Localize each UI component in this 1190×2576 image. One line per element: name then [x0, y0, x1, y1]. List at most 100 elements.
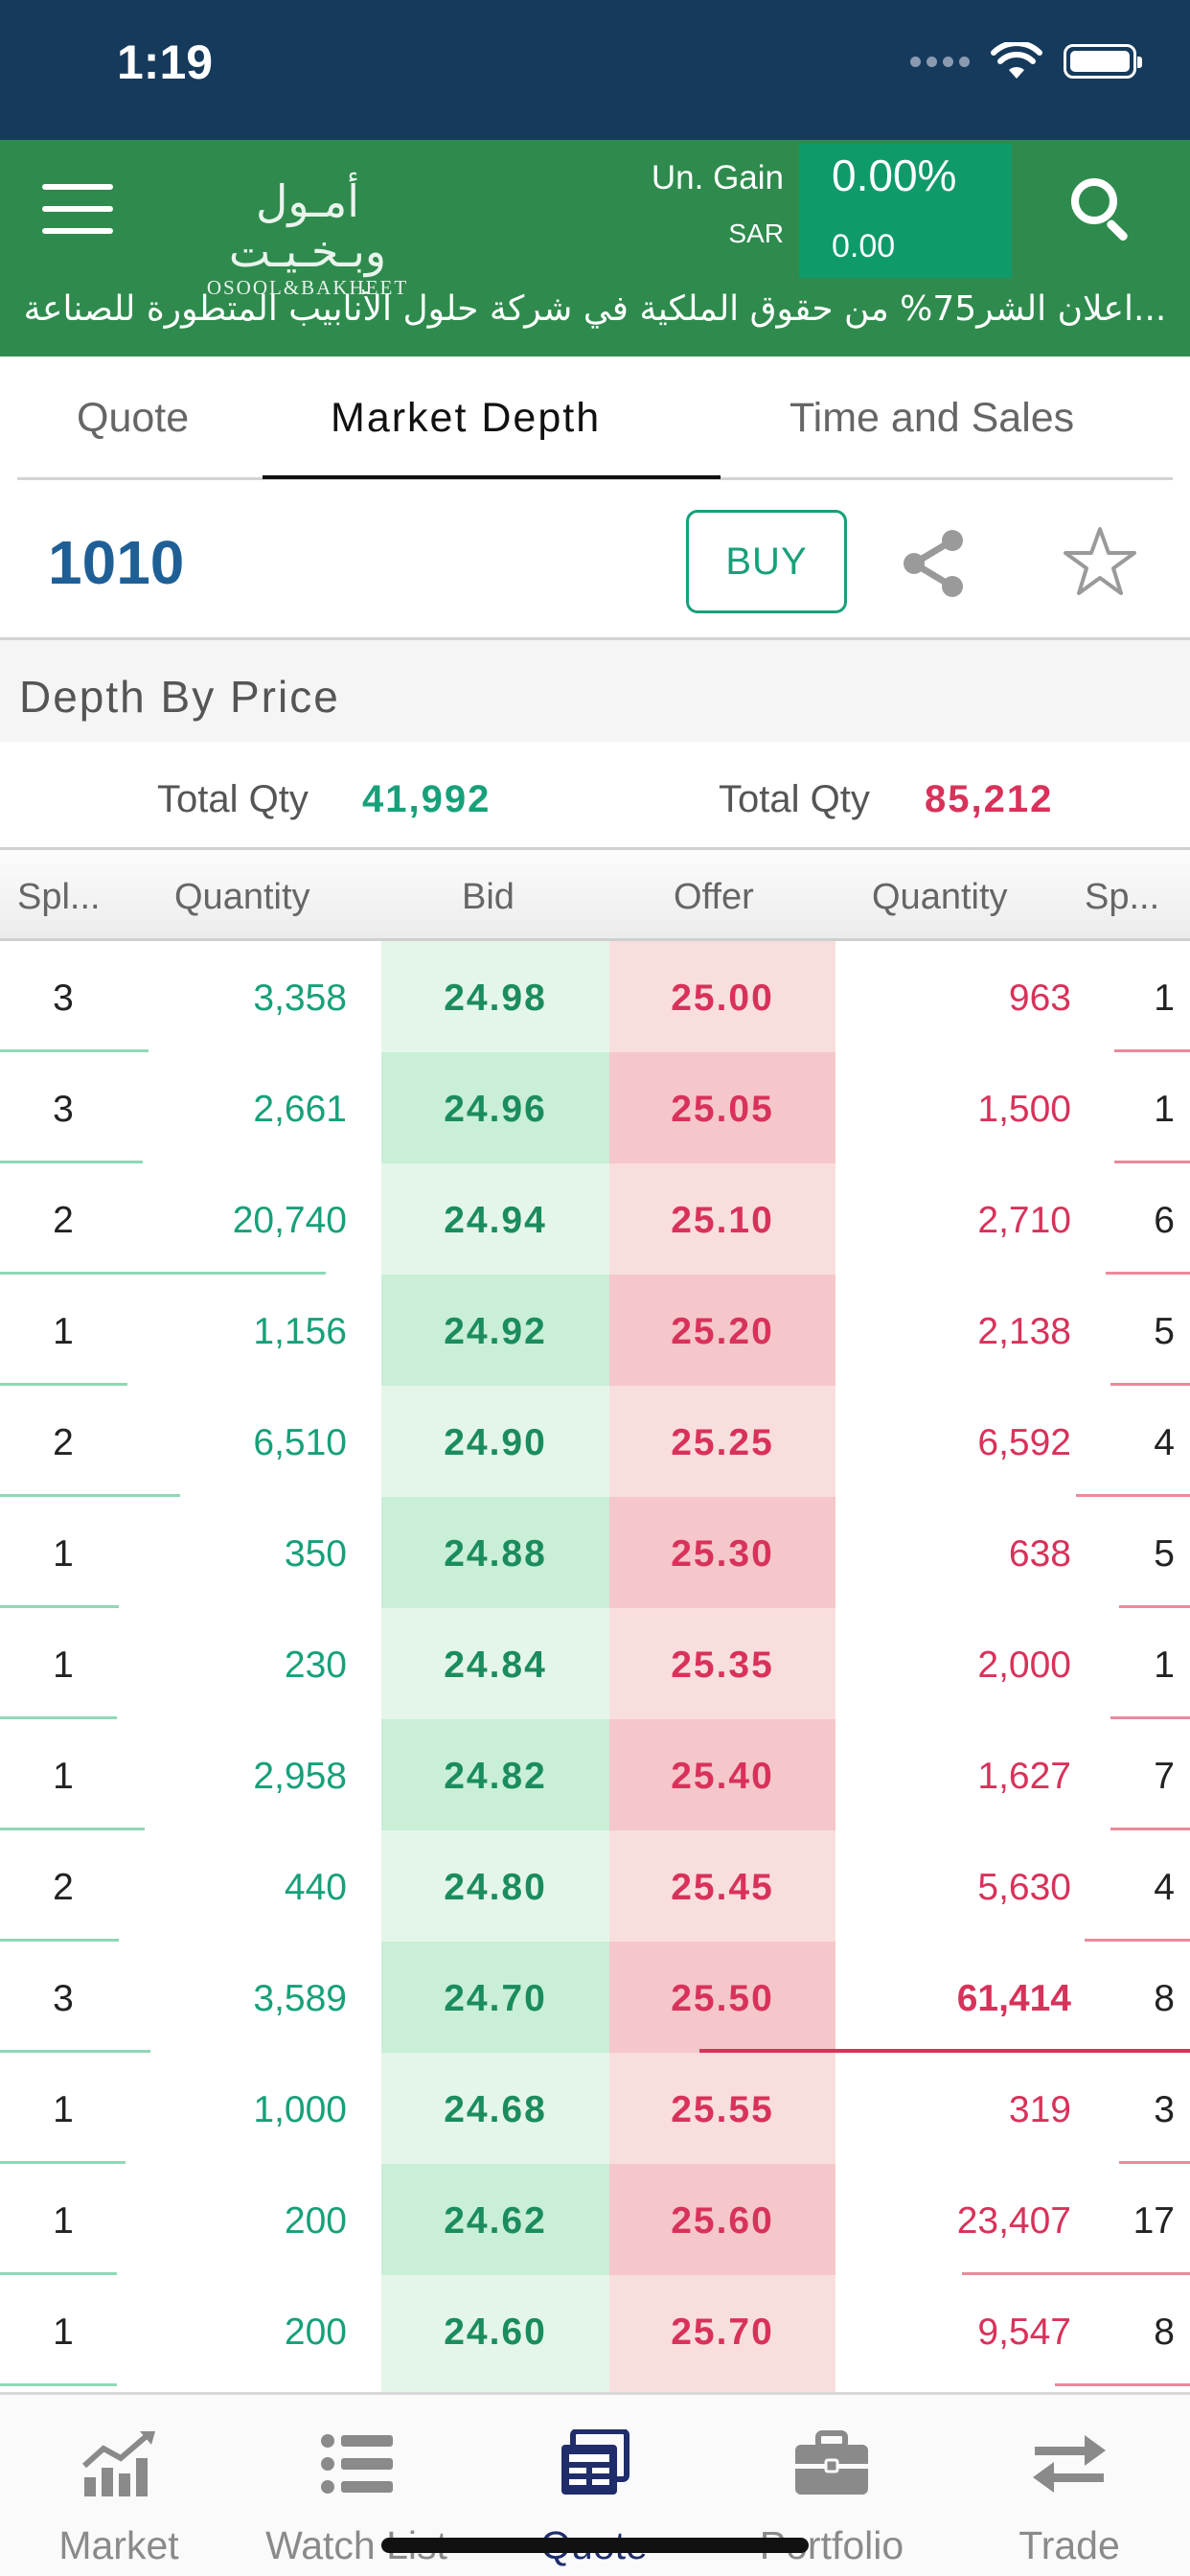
bid-quantity: 1,156	[253, 1311, 347, 1352]
bid-cell-bg	[381, 1942, 609, 2053]
depth-row[interactable]: 3 3,589 24.70 25.50 61,414 8	[0, 1942, 1190, 2053]
bid-cell-bg	[381, 1052, 609, 1163]
bid-depth-bar	[0, 1383, 127, 1386]
bid-price: 24.98	[444, 978, 547, 1019]
total-bid-label: Total Qty	[157, 778, 309, 820]
bid-splits: 1	[53, 1533, 74, 1575]
depth-row[interactable]: 3 2,661 24.96 25.05 1,500 1	[0, 1052, 1190, 1163]
share-icon[interactable]	[899, 529, 968, 598]
unrealized-gain-labels: Un. Gain SAR	[652, 153, 784, 249]
bid-price: 24.96	[444, 1089, 547, 1130]
symbol-code: 1010	[48, 528, 185, 597]
total-offer-qty: 85,212	[925, 778, 1054, 820]
offer-depth-bar	[699, 2049, 1190, 2053]
depth-row[interactable]: 1 1,156 24.92 25.20 2,138 5	[0, 1275, 1190, 1386]
offer-cell-bg	[609, 1719, 835, 1830]
nav-market[interactable]: Market	[0, 2395, 238, 2576]
depth-row[interactable]: 2 6,510 24.90 25.25 6,592 4	[0, 1386, 1190, 1497]
gain-label: Un. Gain	[651, 159, 784, 196]
bid-quantity: 2,661	[253, 1089, 347, 1130]
buy-button[interactable]: BUY	[686, 510, 847, 613]
bid-quantity: 3,589	[253, 1978, 347, 2019]
bid-cell-bg	[381, 2164, 609, 2275]
tab-time-and-sales[interactable]: Time and Sales	[790, 395, 1075, 441]
offer-price: 25.45	[671, 1867, 774, 1908]
bid-price: 24.90	[444, 1422, 547, 1463]
unrealized-gain-box: 0.00% 0.00	[799, 144, 1012, 278]
bid-depth-bar	[0, 1161, 143, 1163]
depth-row[interactable]: 3 3,358 24.98 25.00 963 1	[0, 941, 1190, 1052]
bid-price: 24.68	[444, 2089, 547, 2130]
bid-cell-bg	[381, 1497, 609, 1608]
bid-splits: 1	[53, 1756, 74, 1797]
depth-row[interactable]: 2 440 24.80 25.45 5,630 4	[0, 1830, 1190, 1942]
bid-splits: 2	[53, 1422, 74, 1463]
offer-splits: 8	[1154, 1978, 1175, 2019]
depth-column-header: Spl... Quantity Bid Offer Quantity Sp...	[0, 847, 1190, 941]
bid-quantity: 440	[284, 1867, 347, 1908]
status-time: 1:19	[117, 35, 214, 89]
total-bid-qty: 41,992	[362, 778, 492, 820]
offer-depth-bar	[1119, 1605, 1190, 1608]
bid-splits: 1	[53, 1311, 74, 1352]
depth-row[interactable]: 1 2,958 24.82 25.40 1,627 7	[0, 1719, 1190, 1830]
offer-splits: 5	[1154, 1533, 1175, 1575]
bid-depth-bar	[0, 1939, 119, 1942]
offer-quantity: 638	[1008, 1533, 1071, 1575]
depth-row[interactable]: 1 350 24.88 25.30 638 5	[0, 1497, 1190, 1608]
offer-cell-bg	[609, 1942, 835, 2053]
offer-splits: 8	[1154, 2312, 1175, 2353]
search-icon[interactable]	[1069, 176, 1133, 242]
depth-row[interactable]: 1 200 24.62 25.60 23,407 17	[0, 2164, 1190, 2275]
bid-splits: 3	[53, 978, 74, 1019]
totals-row: Total Qty 41,992 Total Qty 85,212	[0, 742, 1190, 847]
offer-quantity: 1,500	[977, 1089, 1071, 1130]
bid-depth-bar	[0, 2161, 126, 2164]
nav-trade[interactable]: Trade	[950, 2395, 1188, 2576]
offer-cell-bg	[609, 1275, 835, 1386]
depth-row[interactable]: 1 230 24.84 25.35 2,000 1	[0, 1608, 1190, 1719]
hamburger-menu-icon[interactable]	[42, 184, 113, 234]
quote-tabs: Quote Market Depth Time and Sales	[0, 356, 1190, 481]
bid-price: 24.70	[444, 1978, 547, 2019]
bid-price: 24.92	[444, 1311, 547, 1352]
bid-splits: 2	[53, 1867, 74, 1908]
offer-depth-bar	[1106, 1272, 1190, 1275]
offer-quantity: 319	[1008, 2089, 1071, 2130]
offer-price: 25.00	[671, 978, 774, 1019]
offer-splits: 7	[1154, 1756, 1175, 1797]
tab-quote[interactable]: Quote	[77, 395, 190, 441]
depth-row[interactable]: 2 20,740 24.94 25.10 2,710 6	[0, 1163, 1190, 1275]
offer-depth-bar	[1110, 1828, 1190, 1830]
offer-price: 25.60	[671, 2200, 774, 2242]
offer-splits: 4	[1154, 1422, 1175, 1463]
depth-row[interactable]: 1 200 24.60 25.70 9,547 8	[0, 2275, 1190, 2386]
bid-quantity: 6,510	[253, 1422, 347, 1463]
tab-market-depth[interactable]: Market Depth	[331, 395, 602, 441]
cellular-signal-icon	[910, 56, 970, 67]
symbol-row: 1010 BUY	[0, 481, 1190, 640]
bid-cell-bg	[381, 1719, 609, 1830]
offer-quantity: 963	[1008, 978, 1071, 1019]
bid-depth-bar	[0, 2050, 150, 2053]
offer-depth-bar	[1114, 1161, 1190, 1163]
depth-row[interactable]: 1 1,000 24.68 25.55 319 3	[0, 2053, 1190, 2164]
offer-splits: 1	[1154, 1644, 1175, 1686]
offer-splits: 5	[1154, 1311, 1175, 1352]
col-bid-splits: Spl...	[17, 877, 101, 917]
offer-cell-bg	[609, 2164, 835, 2275]
depth-title: Depth By Price	[19, 672, 340, 722]
offer-quantity: 9,547	[977, 2312, 1071, 2353]
offer-price: 25.55	[671, 2089, 774, 2130]
bid-splits: 3	[53, 1089, 74, 1130]
news-ticker[interactable]: ...اعلان الشر75% من حقوق الملكية في شركة…	[23, 289, 1167, 329]
depth-table: 3 3,358 24.98 25.00 963 1 3 2,661 24.96 25.05 1,50…	[0, 941, 1190, 2392]
offer-column-background	[609, 941, 835, 2392]
gain-currency: SAR	[728, 218, 784, 248]
gain-value: 0.00	[832, 228, 896, 264]
bid-cell-bg	[381, 1275, 609, 1386]
offer-splits: 6	[1154, 1200, 1175, 1241]
offer-depth-bar	[1085, 1939, 1190, 1942]
favorite-star-icon[interactable]	[1062, 523, 1138, 600]
offer-quantity: 2,710	[977, 1200, 1071, 1241]
